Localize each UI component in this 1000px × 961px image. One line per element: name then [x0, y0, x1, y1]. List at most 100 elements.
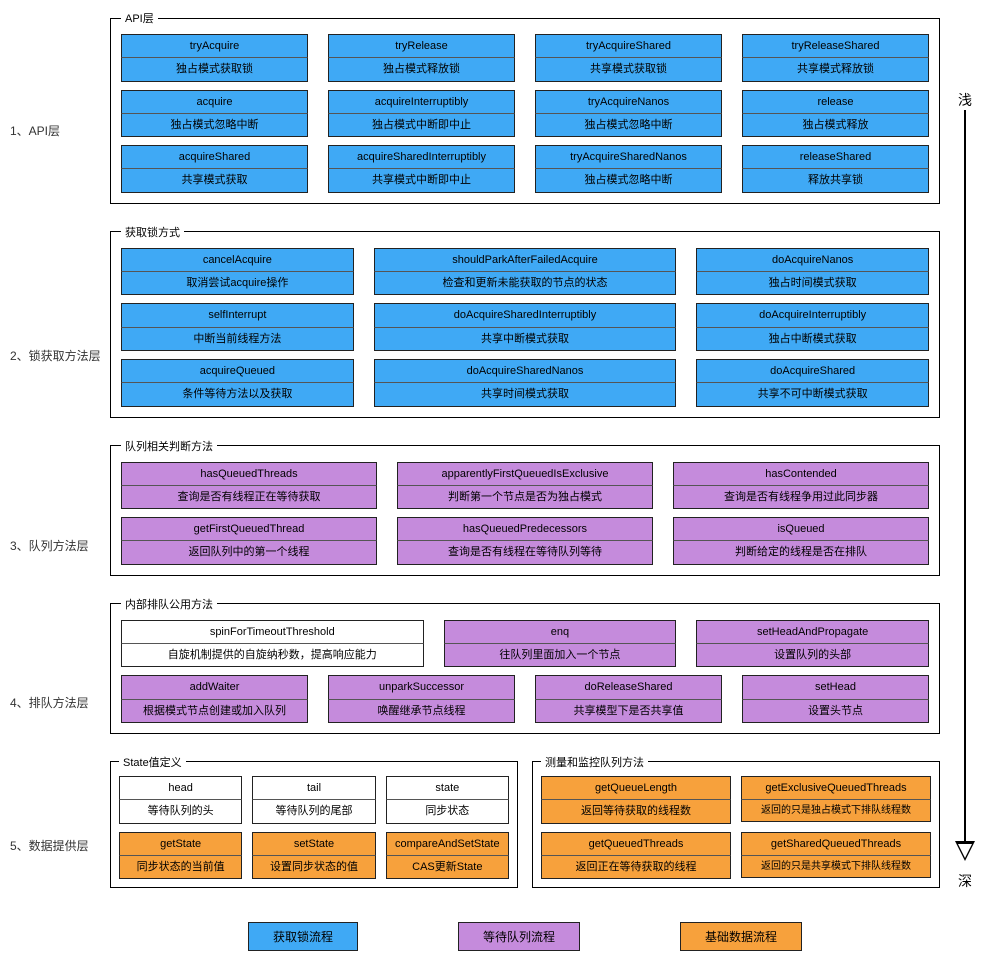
cell: setHead — [742, 675, 929, 699]
section-data-row: State值定义 head等待队列的头 tail等待队列的尾部 state同步状… — [110, 754, 940, 888]
cell: 共享模式中断即中止 — [328, 169, 515, 192]
cell: 独占模式忽略中断 — [535, 169, 722, 192]
section-queue-methods-legend: 内部排队公用方法 — [121, 596, 217, 612]
cell: doReleaseShared — [535, 675, 722, 699]
cell: 共享模式获取锁 — [535, 58, 722, 81]
cell: 独占中断模式获取 — [696, 328, 929, 351]
cell: 返回等待获取的线程数 — [541, 800, 731, 823]
cell: 独占时间模式获取 — [696, 272, 929, 295]
row-labels-column: 1、API层 2、锁获取方法层 3、队列方法层 4、排队方法层 5、数据提供层 — [10, 10, 110, 951]
s2-row1: cancelAcquire取消尝试acquire操作 shouldParkAft… — [121, 248, 929, 296]
main-column: API层 tryAcquire独占模式获取锁 tryRelease独占模式释放锁… — [110, 10, 940, 951]
cell: 判断第一个节点是否为独占模式 — [397, 486, 653, 509]
cell: 取消尝试acquire操作 — [121, 272, 354, 295]
cell: setState — [252, 832, 375, 856]
cell: tryAcquireSharedNanos — [535, 145, 722, 169]
cell: 共享模式获取 — [121, 169, 308, 192]
cell: getFirstQueuedThread — [121, 517, 377, 541]
legend-row: 获取锁流程 等待队列流程 基础数据流程 — [110, 922, 940, 951]
s5b-row1: getQueueLength返回等待获取的线程数 getExclusiveQue… — [541, 776, 931, 824]
cell: 返回队列中的第一个线程 — [121, 541, 377, 564]
cell: doAcquireSharedInterruptibly — [374, 303, 677, 327]
cell: apparentlyFirstQueuedIsExclusive — [397, 462, 653, 486]
s5a-row1: head等待队列的头 tail等待队列的尾部 state同步状态 — [119, 776, 509, 824]
s4-row2: addWaiter根据模式节点创建或加入队列 unparkSuccessor唤醒… — [121, 675, 929, 723]
legend-orange: 基础数据流程 — [680, 922, 802, 951]
cell: getQueuedThreads — [541, 832, 731, 856]
layer-label-4: 4、排队方法层 — [10, 625, 110, 780]
cell: selfInterrupt — [121, 303, 354, 327]
cell: 等待队列的尾部 — [252, 800, 375, 823]
cell: 查询是否有线程正在等待获取 — [121, 486, 377, 509]
cell: 往队列里面加入一个节点 — [444, 644, 677, 667]
cell: unparkSuccessor — [328, 675, 515, 699]
cell: tryRelease — [328, 34, 515, 58]
cell: tryAcquireNanos — [535, 90, 722, 114]
cell: 独占模式忽略中断 — [535, 114, 722, 137]
cell: doAcquireNanos — [696, 248, 929, 272]
arrow-line-icon — [964, 110, 966, 841]
cell: 共享时间模式获取 — [374, 383, 677, 406]
s4-row1: spinForTimeoutThreshold自旋机制提供的自旋纳秒数，提高响应… — [121, 620, 929, 668]
section-queue-methods: 内部排队公用方法 spinForTimeoutThreshold自旋机制提供的自… — [110, 596, 940, 734]
s2-row3: acquireQueued条件等待方法以及获取 doAcquireSharedN… — [121, 359, 929, 407]
section-state: State值定义 head等待队列的头 tail等待队列的尾部 state同步状… — [110, 754, 518, 888]
cell: 等待队列的头 — [119, 800, 242, 823]
cell: 条件等待方法以及获取 — [121, 383, 354, 406]
section-monitor-legend: 测量和监控队列方法 — [541, 754, 648, 770]
s3-row2: getFirstQueuedThread返回队列中的第一个线程 hasQueue… — [121, 517, 929, 565]
cell: isQueued — [673, 517, 929, 541]
s1-row2: acquire独占模式忽略中断 acquireInterruptibly独占模式… — [121, 90, 929, 138]
section-acquire-legend: 获取锁方式 — [121, 224, 184, 240]
cell: 共享模型下是否共享值 — [535, 700, 722, 723]
layer-label-1: 1、API层 — [10, 15, 110, 245]
cell: setHeadAndPropagate — [696, 620, 929, 644]
cell: shouldParkAfterFailedAcquire — [374, 248, 677, 272]
arrow-head-inner-icon — [958, 844, 972, 858]
cell: 独占模式中断即中止 — [328, 114, 515, 137]
cell: doAcquireShared — [696, 359, 929, 383]
cell: tryAcquireShared — [535, 34, 722, 58]
cell: cancelAcquire — [121, 248, 354, 272]
cell: 同步状态的当前值 — [119, 856, 242, 879]
cell: 独占模式忽略中断 — [121, 114, 308, 137]
cell: 返回的只是独占模式下排队线程数 — [741, 800, 931, 822]
layer-label-3: 3、队列方法层 — [10, 465, 110, 625]
cell: compareAndSetState — [386, 832, 509, 856]
cell: spinForTimeoutThreshold — [121, 620, 424, 644]
section-api-legend: API层 — [121, 10, 158, 26]
cell: 判断给定的线程是否在排队 — [673, 541, 929, 564]
cell: head — [119, 776, 242, 800]
section-queue-judge-legend: 队列相关判断方法 — [121, 438, 217, 454]
legend-purple: 等待队列流程 — [458, 922, 580, 951]
cell: doAcquireSharedNanos — [374, 359, 677, 383]
cell: 检查和更新未能获取的节点的状态 — [374, 272, 677, 295]
s2-row2: selfInterrupt中断当前线程方法 doAcquireSharedInt… — [121, 303, 929, 351]
section-acquire: 获取锁方式 cancelAcquire取消尝试acquire操作 shouldP… — [110, 224, 940, 418]
section-monitor: 测量和监控队列方法 getQueueLength返回等待获取的线程数 getEx… — [532, 754, 940, 888]
cell: acquireSharedInterruptibly — [328, 145, 515, 169]
cell: release — [742, 90, 929, 114]
section-state-legend: State值定义 — [119, 754, 186, 770]
s1-row3: acquireShared共享模式获取 acquireSharedInterru… — [121, 145, 929, 193]
cell: addWaiter — [121, 675, 308, 699]
depth-arrow: 浅 深 — [940, 10, 990, 951]
cell: getExclusiveQueuedThreads — [741, 776, 931, 800]
cell: 中断当前线程方法 — [121, 328, 354, 351]
cell: 共享模式释放锁 — [742, 58, 929, 81]
cell: acquireQueued — [121, 359, 354, 383]
s5b-row2: getQueuedThreads返回正在等待获取的线程 getSharedQue… — [541, 832, 931, 880]
cell: releaseShared — [742, 145, 929, 169]
cell: 根据模式节点创建或加入队列 — [121, 700, 308, 723]
cell: 返回的只是共享模式下排队线程数 — [741, 856, 931, 878]
layer-label-5: 5、数据提供层 — [10, 780, 110, 910]
cell: 共享中断模式获取 — [374, 328, 677, 351]
cell: 共享不可中断模式获取 — [696, 383, 929, 406]
legend-blue: 获取锁流程 — [248, 922, 358, 951]
cell: acquireInterruptibly — [328, 90, 515, 114]
cell: 返回正在等待获取的线程 — [541, 856, 731, 879]
cell: 自旋机制提供的自旋纳秒数，提高响应能力 — [121, 644, 424, 667]
section-api: API层 tryAcquire独占模式获取锁 tryRelease独占模式释放锁… — [110, 10, 940, 204]
cell: tryReleaseShared — [742, 34, 929, 58]
cell: 查询是否有线程争用过此同步器 — [673, 486, 929, 509]
